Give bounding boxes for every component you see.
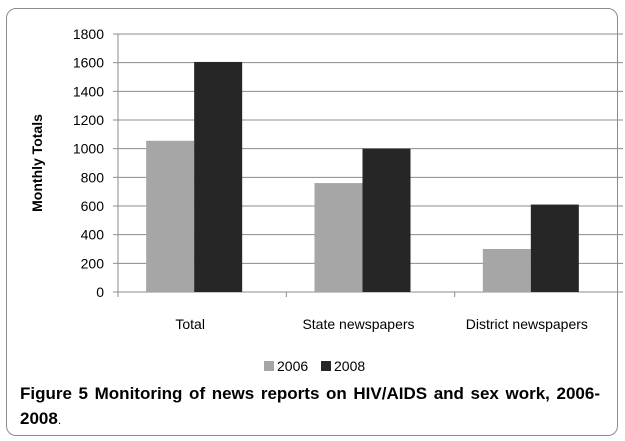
y-tick-label: 1600 <box>73 55 104 71</box>
figure-frame <box>6 8 618 436</box>
y-tick-label: 200 <box>81 255 105 271</box>
bar-chart: 0 200 400 600 800 1000 1200 1400 1600 1800 Total S… <box>29 26 623 374</box>
legend-label: 2006 <box>277 358 308 374</box>
figure-caption: Figure 5 Monitoring of news reports on H… <box>20 381 600 433</box>
y-tick-label: 0 <box>96 284 104 300</box>
figure-caption-text: Monitoring of news reports on HIV/AIDS a… <box>20 384 600 428</box>
legend-swatch-2008 <box>321 361 331 371</box>
y-tick-label: 1400 <box>73 83 104 99</box>
y-tick-label: 600 <box>81 198 105 214</box>
figure-caption-period: . <box>57 413 62 427</box>
legend-swatch-2006 <box>264 361 274 371</box>
y-tick-label: 800 <box>81 169 105 185</box>
y-tick-labels: 0 200 400 600 800 1000 1200 1400 1600 1800 <box>73 26 104 300</box>
figure-label: Figure 5 <box>20 384 89 403</box>
y-tick-label: 1000 <box>73 141 104 157</box>
legend: 2006 2008 <box>264 358 365 374</box>
legend-label: 2008 <box>334 358 365 374</box>
bar-2006-state-newspapers <box>314 183 363 292</box>
y-axis-label: Monthly Totals <box>29 114 45 212</box>
bar-2006-district-newspapers <box>482 249 531 292</box>
bar-2008-total <box>194 61 243 293</box>
bar-2006-total <box>146 140 195 292</box>
bars <box>146 61 579 293</box>
x-tick-label: State newspapers <box>302 316 414 332</box>
y-tick-label: 400 <box>81 227 105 243</box>
x-tick-label: Total <box>175 316 205 332</box>
x-tick-label: District newspapers <box>466 316 588 332</box>
bar-2008-district-newspapers <box>530 204 579 292</box>
bar-2008-state-newspapers <box>362 148 411 292</box>
y-tick-label: 1800 <box>73 26 104 42</box>
x-tick-labels: Total State newspapers District newspapers <box>175 316 588 332</box>
y-tick-label: 1200 <box>73 112 104 128</box>
